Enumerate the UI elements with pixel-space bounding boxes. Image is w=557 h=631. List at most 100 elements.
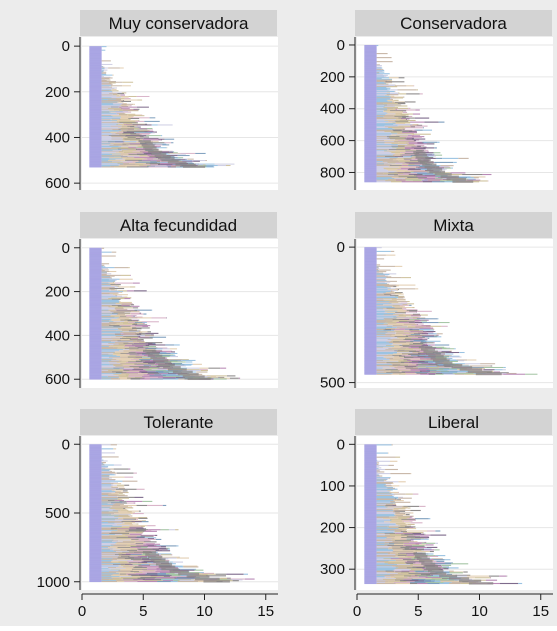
- sequence-cell: [387, 487, 396, 489]
- sequence-cell: [130, 126, 138, 128]
- sequence-cell: [383, 314, 404, 316]
- sequence-cell: [389, 533, 405, 535]
- sequence-cell: [417, 176, 436, 178]
- sequence-cell: [89, 445, 102, 447]
- sequence-cell: [419, 328, 434, 330]
- sequence-cell: [127, 536, 137, 538]
- sequence-cell: [414, 164, 426, 166]
- sequence-cell: [115, 542, 136, 545]
- sequence-cell: [389, 491, 399, 494]
- sequence-cell: [395, 536, 407, 538]
- sequence-cell: [89, 82, 102, 84]
- sequence-cell: [410, 537, 425, 539]
- sequence-cell: [364, 147, 377, 149]
- sequence-cell: [89, 106, 102, 108]
- sequence-cell: [364, 569, 377, 571]
- sequence-cell: [89, 356, 102, 358]
- sequence-cell: [89, 100, 102, 102]
- sequence-cell: [126, 502, 134, 504]
- sequence-cell: [376, 363, 391, 365]
- sequence-cell: [364, 293, 377, 295]
- sequence-cell: [376, 531, 395, 533]
- panel-title-strip: [355, 409, 552, 435]
- sequence-cell: [402, 506, 408, 508]
- sequence-cell: [376, 345, 395, 348]
- panel-title-strip: [80, 409, 277, 435]
- sequence-cell: [376, 73, 390, 75]
- sequence-cell: [138, 140, 151, 143]
- sequence-cell: [364, 289, 377, 291]
- sequence-cell: [394, 292, 402, 294]
- sequence-cell: [376, 559, 391, 561]
- sequence-cell: [113, 468, 129, 470]
- sequence-cell: [413, 320, 421, 322]
- sequence-cell: [376, 166, 399, 168]
- sequence-cell: [135, 537, 145, 539]
- sequence-cell: [101, 559, 113, 562]
- sequence-cell: [376, 93, 391, 95]
- sequence-cell: [101, 299, 119, 301]
- sequence-cell: [113, 364, 123, 366]
- sequence-cell: [388, 178, 403, 180]
- sequence-cell: [390, 552, 400, 554]
- sequence-cell: [376, 290, 391, 292]
- sequence-cell: [149, 163, 161, 165]
- sequence-cell: [440, 577, 452, 579]
- sequence-cell: [101, 319, 112, 321]
- sequence-cell: [364, 351, 377, 353]
- sequence-cell: [364, 567, 377, 569]
- sequence-cell: [364, 138, 377, 140]
- sequence-cell: [144, 120, 160, 122]
- sequence-cell: [89, 135, 102, 137]
- sequence-cell: [89, 335, 102, 337]
- sequence-cell: [364, 71, 377, 73]
- sequence-cell: [109, 571, 131, 573]
- sequence-cell: [449, 582, 461, 585]
- sequence-cell: [376, 325, 393, 327]
- sequence-cell: [89, 342, 102, 344]
- sequence-cell: [364, 81, 377, 83]
- panel-title-strip: [355, 10, 552, 36]
- sequence-cell: [101, 134, 120, 136]
- sequence-cell: [364, 340, 377, 342]
- sequence-cell: [89, 58, 102, 60]
- sequence-cell: [394, 178, 406, 180]
- sequence-cell: [364, 247, 377, 249]
- sequence-cell: [117, 328, 133, 330]
- sequence-cell: [364, 277, 377, 279]
- sequence-cell: [421, 542, 436, 544]
- sequence-cell: [364, 553, 377, 555]
- sequence-cell: [101, 333, 115, 335]
- sequence-cell: [383, 485, 393, 487]
- sequence-cell: [101, 474, 115, 476]
- sequence-cell: [376, 280, 387, 282]
- sequence-cell: [364, 259, 377, 261]
- sequence-cell: [171, 142, 174, 144]
- sequence-cell: [89, 138, 102, 140]
- sequence-cell: [129, 526, 143, 528]
- sequence-cell: [364, 121, 377, 123]
- sequence-cell: [124, 348, 139, 350]
- sequence-cell: [394, 543, 405, 545]
- sequence-cell: [420, 359, 441, 361]
- sequence-cell: [89, 546, 102, 548]
- sequence-cell: [141, 520, 146, 522]
- sequence-cell: [114, 529, 129, 531]
- sequence-cell: [112, 548, 131, 550]
- sequence-cell: [116, 285, 120, 287]
- sequence-cell: [384, 142, 406, 144]
- sequence-cell: [376, 362, 387, 364]
- sequence-cell: [397, 144, 416, 147]
- sequence-cell: [423, 564, 439, 568]
- sequence-cell: [364, 562, 377, 564]
- sequence-cell: [101, 496, 118, 498]
- sequence-cell: [384, 582, 394, 584]
- sequence-cell: [140, 535, 154, 537]
- sequence-cell: [385, 504, 397, 506]
- sequence-cell: [364, 87, 377, 89]
- sequence-cell: [396, 158, 404, 160]
- sequence-cell: [387, 100, 394, 102]
- sequence-cell: [101, 163, 124, 165]
- sequence-cell: [89, 501, 102, 503]
- sequence-cell: [149, 366, 157, 368]
